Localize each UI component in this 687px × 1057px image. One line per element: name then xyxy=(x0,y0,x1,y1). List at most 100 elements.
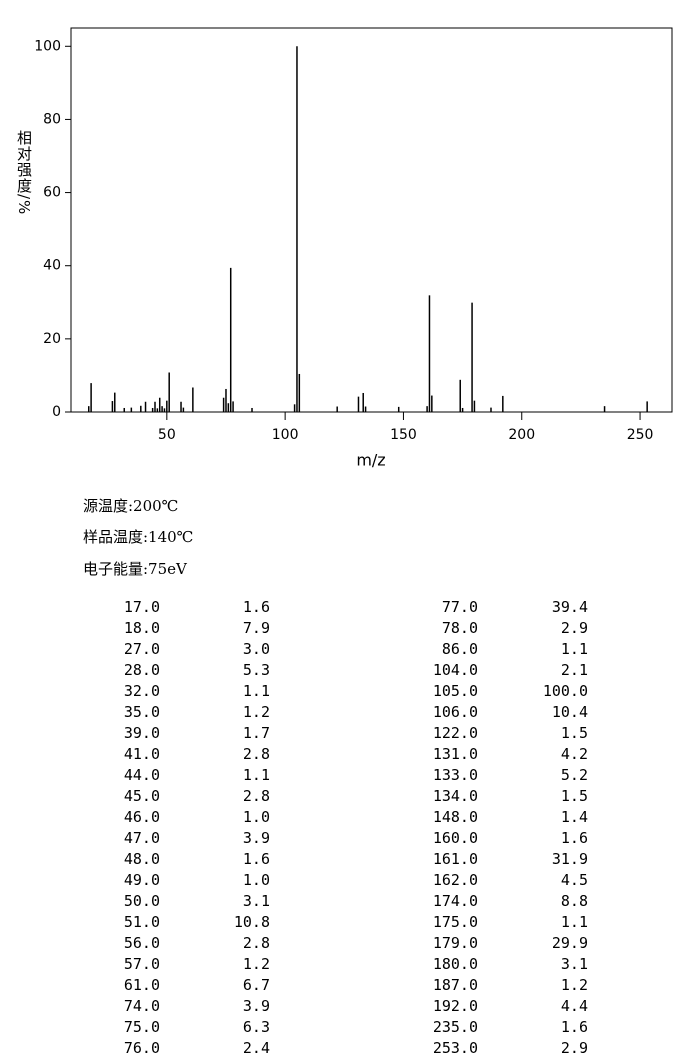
mz-cell: 17.0 xyxy=(123,598,160,616)
intensity-cell: 5.3 xyxy=(242,661,270,679)
mz-cell: 41.0 xyxy=(123,745,160,763)
mz-cell: 18.0 xyxy=(123,619,160,637)
intensity-cell: 39.4 xyxy=(551,598,588,616)
intensity-cell: 3.0 xyxy=(242,640,270,658)
mz-cell: 122.0 xyxy=(432,724,478,742)
mz-cell: 74.0 xyxy=(123,997,160,1015)
mz-cell: 134.0 xyxy=(432,787,478,805)
mz-cell: 131.0 xyxy=(432,745,478,763)
intensity-cell: 1.2 xyxy=(560,976,588,994)
x-tick-label: 150 xyxy=(390,427,417,443)
mz-cell: 44.0 xyxy=(123,766,160,784)
intensity-cell: 1.5 xyxy=(560,724,588,742)
mz-cell: 57.0 xyxy=(123,955,160,973)
intensity-cell: 2.8 xyxy=(242,934,270,952)
mz-cell: 45.0 xyxy=(123,787,160,805)
mz-cell: 35.0 xyxy=(123,703,160,721)
x-tick-label: 50 xyxy=(158,427,176,443)
intensity-cell: 1.1 xyxy=(560,913,588,931)
mz-cell: 27.0 xyxy=(123,640,160,658)
mz-cell: 46.0 xyxy=(123,808,160,826)
intensity-cell: 4.5 xyxy=(560,871,588,889)
x-tick-label: 200 xyxy=(508,427,535,443)
intensity-cell: 2.9 xyxy=(560,619,588,637)
intensity-cell: 1.1 xyxy=(560,640,588,658)
intensity-cell: 8.8 xyxy=(560,892,588,910)
intensity-cell: 1.2 xyxy=(242,955,270,973)
x-tick-label: 250 xyxy=(627,427,654,443)
intensity-cell: 1.0 xyxy=(242,871,270,889)
mz-cell: 76.0 xyxy=(123,1039,160,1057)
mz-cell: 187.0 xyxy=(432,976,478,994)
mz-cell: 235.0 xyxy=(432,1018,478,1036)
intensity-cell: 1.4 xyxy=(560,808,588,826)
intensity-cell: 10.8 xyxy=(233,913,270,931)
intensity-cell: 29.9 xyxy=(551,934,588,952)
y-tick-label: 80 xyxy=(43,111,61,127)
intensity-cell: 2.1 xyxy=(560,661,588,679)
intensity-cell: 1.7 xyxy=(242,724,270,742)
mz-cell: 179.0 xyxy=(432,934,478,952)
intensity-cell: 4.2 xyxy=(560,745,588,763)
mz-cell: 160.0 xyxy=(432,829,478,847)
y-tick-label: 60 xyxy=(43,185,61,201)
mz-cell: 174.0 xyxy=(432,892,478,910)
intensity-cell: 6.3 xyxy=(242,1018,270,1036)
intensity-cell: 1.1 xyxy=(242,682,270,700)
y-tick-label: 0 xyxy=(52,404,61,420)
y-axis-label: 相对强度/% xyxy=(15,130,33,216)
intensity-cell: 4.4 xyxy=(560,997,588,1015)
y-tick-label: 20 xyxy=(43,331,61,347)
intensity-cell: 31.9 xyxy=(551,850,588,868)
mz-cell: 51.0 xyxy=(123,913,160,931)
intensity-cell: 2.8 xyxy=(242,787,270,805)
mz-cell: 75.0 xyxy=(123,1018,160,1036)
x-tick-label: 100 xyxy=(272,427,299,443)
intensity-cell: 1.6 xyxy=(560,829,588,847)
intensity-cell: 10.4 xyxy=(551,703,588,721)
intensity-cell: 6.7 xyxy=(242,976,270,994)
x-axis-label: m/z xyxy=(356,451,385,470)
mz-cell: 39.0 xyxy=(123,724,160,742)
intensity-cell: 1.1 xyxy=(242,766,270,784)
mz-cell: 28.0 xyxy=(123,661,160,679)
intensity-cell: 1.6 xyxy=(242,598,270,616)
intensity-cell: 7.9 xyxy=(242,619,270,637)
mz-cell: 180.0 xyxy=(432,955,478,973)
mz-cell: 253.0 xyxy=(432,1039,478,1057)
intensity-cell: 3.1 xyxy=(560,955,588,973)
condition: 电子能量:75eV xyxy=(83,560,187,578)
mz-cell: 162.0 xyxy=(432,871,478,889)
intensity-cell: 1.2 xyxy=(242,703,270,721)
mz-cell: 78.0 xyxy=(441,619,478,637)
intensity-cell: 2.4 xyxy=(242,1039,270,1057)
intensity-cell: 3.1 xyxy=(242,892,270,910)
intensity-cell: 5.2 xyxy=(560,766,588,784)
mz-cell: 106.0 xyxy=(432,703,478,721)
condition: 样品温度:140℃ xyxy=(83,528,194,546)
intensity-cell: 3.9 xyxy=(242,829,270,847)
mz-cell: 192.0 xyxy=(432,997,478,1015)
intensity-cell: 2.9 xyxy=(560,1039,588,1057)
mz-cell: 133.0 xyxy=(432,766,478,784)
mz-cell: 32.0 xyxy=(123,682,160,700)
y-tick-label: 40 xyxy=(43,258,61,274)
mz-cell: 47.0 xyxy=(123,829,160,847)
mz-cell: 148.0 xyxy=(432,808,478,826)
mz-cell: 105.0 xyxy=(432,682,478,700)
mz-cell: 61.0 xyxy=(123,976,160,994)
mz-cell: 49.0 xyxy=(123,871,160,889)
mz-cell: 77.0 xyxy=(441,598,478,616)
intensity-cell: 1.6 xyxy=(560,1018,588,1036)
mz-cell: 175.0 xyxy=(432,913,478,931)
intensity-cell: 1.5 xyxy=(560,787,588,805)
mz-cell: 104.0 xyxy=(432,661,478,679)
y-tick-label: 100 xyxy=(34,38,61,54)
intensity-cell: 2.8 xyxy=(242,745,270,763)
condition: 源温度:200℃ xyxy=(83,497,179,515)
mz-cell: 86.0 xyxy=(441,640,478,658)
chart: m/z 0 20 40 60 80 100 50 100 150 200 250 xyxy=(34,27,673,470)
plot-frame xyxy=(70,27,673,413)
mz-cell: 56.0 xyxy=(123,934,160,952)
